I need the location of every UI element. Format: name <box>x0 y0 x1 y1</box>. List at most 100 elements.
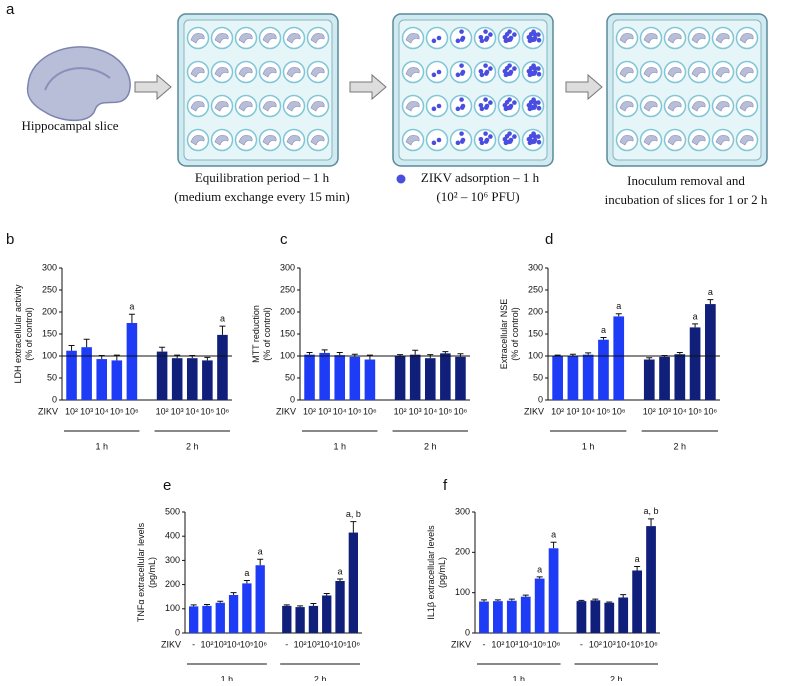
virus-dot <box>431 72 437 78</box>
virus-dot <box>483 139 489 144</box>
x-tick-label: 10⁴ <box>519 639 533 649</box>
virus-dot <box>504 133 510 139</box>
bar <box>348 532 359 633</box>
y-label-line: LDH extracellular activity <box>13 284 23 384</box>
y-tick-label: 0 <box>538 394 543 404</box>
y-tick-label: 0 <box>290 394 295 404</box>
virus-dot <box>512 32 517 37</box>
x-tick-label: 10⁴ <box>673 406 687 416</box>
virus-dot <box>483 29 488 34</box>
bar <box>613 316 625 400</box>
bar <box>618 597 629 633</box>
bar <box>295 607 305 633</box>
bar <box>409 354 421 400</box>
y-label: Extracellular NSE (% of control) <box>499 299 520 370</box>
bar <box>304 354 315 400</box>
virus-dot <box>532 65 538 71</box>
virus-dot <box>436 137 442 143</box>
y-tick-label: 0 <box>52 394 57 404</box>
virus-dot <box>459 71 465 76</box>
error-bar <box>585 352 592 355</box>
plate-inner <box>612 19 762 161</box>
x-tick-label: 10³ <box>80 406 93 416</box>
arrows <box>134 73 603 101</box>
error-bar <box>615 313 622 317</box>
step-text: Equilibration period – 1 h <box>195 170 330 185</box>
slice <box>643 100 658 112</box>
virus-dot <box>459 63 464 68</box>
virus-dot <box>528 133 534 139</box>
x-tick-label: 10⁶ <box>704 406 718 416</box>
bar <box>506 600 517 633</box>
virus-dot <box>536 105 542 111</box>
error-bar <box>337 578 344 581</box>
slice <box>667 134 682 146</box>
virus-dot <box>459 105 465 110</box>
virus-dot <box>532 31 538 37</box>
x-tick-label: 10² <box>65 406 78 416</box>
error-bar <box>204 356 211 361</box>
bar <box>188 606 199 633</box>
y-tick-label: 50 <box>285 372 295 382</box>
y-tick-label: 300 <box>528 262 543 272</box>
virus-dot <box>504 99 510 105</box>
group-label: 2 h <box>424 441 437 451</box>
slice <box>310 100 325 112</box>
virus-dot <box>455 38 461 44</box>
slice <box>214 66 229 78</box>
y-label-line: (pg/mL) <box>437 557 447 588</box>
slice <box>715 100 730 112</box>
y-tick-label: 250 <box>42 284 57 294</box>
annotation: a <box>551 530 556 540</box>
slice <box>643 66 658 78</box>
error-bar <box>600 337 607 340</box>
group-label: 2 h <box>186 441 199 451</box>
bar <box>582 354 594 400</box>
error-bar <box>350 521 357 533</box>
virus-dot <box>506 139 511 145</box>
virus-dot <box>459 139 465 144</box>
x-tick-label: 10⁶ <box>363 406 377 416</box>
virus-dot <box>512 66 517 71</box>
virus-dot <box>436 69 442 75</box>
y-tick-label: 200 <box>455 547 470 557</box>
bar <box>659 356 670 400</box>
bar <box>548 548 559 633</box>
slice <box>691 66 706 78</box>
step-text: ZIKV adsorption – 1 h <box>421 170 540 185</box>
y-label-line: Extracellular NSE <box>499 299 509 370</box>
bar <box>646 526 656 633</box>
slice <box>238 32 253 44</box>
bar <box>552 356 563 400</box>
error-bar <box>203 603 210 606</box>
slice <box>739 134 754 146</box>
bar <box>282 605 292 633</box>
virus-dot <box>455 140 461 146</box>
virus-dot <box>488 32 493 37</box>
slice <box>405 134 420 146</box>
bar <box>598 339 609 400</box>
virus-dot <box>488 134 493 139</box>
slice <box>262 66 277 78</box>
group-label: 1 h <box>333 441 346 451</box>
bar <box>567 355 579 400</box>
x-tick-label: 10³ <box>214 639 227 649</box>
x-tick-label: 10³ <box>658 406 671 416</box>
y-tick-label: 250 <box>280 284 295 294</box>
x-tick-label: 10⁴ <box>333 406 347 416</box>
x-label: ZIKV <box>38 406 58 416</box>
x-tick-label: 10² <box>394 406 407 416</box>
virus-dot <box>506 37 511 43</box>
bar <box>319 352 330 400</box>
slice <box>310 134 325 146</box>
y-tick-label: 0 <box>465 627 470 637</box>
virus-dot <box>536 139 542 145</box>
error-bar <box>692 323 699 328</box>
annotation: a <box>220 313 225 323</box>
plate-inner <box>183 19 333 161</box>
y-tick-label: 150 <box>42 328 57 338</box>
virus-dot <box>459 97 464 102</box>
bar <box>186 358 198 400</box>
virus-dot-legend <box>396 174 406 184</box>
x-tick-label: 10² <box>200 639 213 649</box>
